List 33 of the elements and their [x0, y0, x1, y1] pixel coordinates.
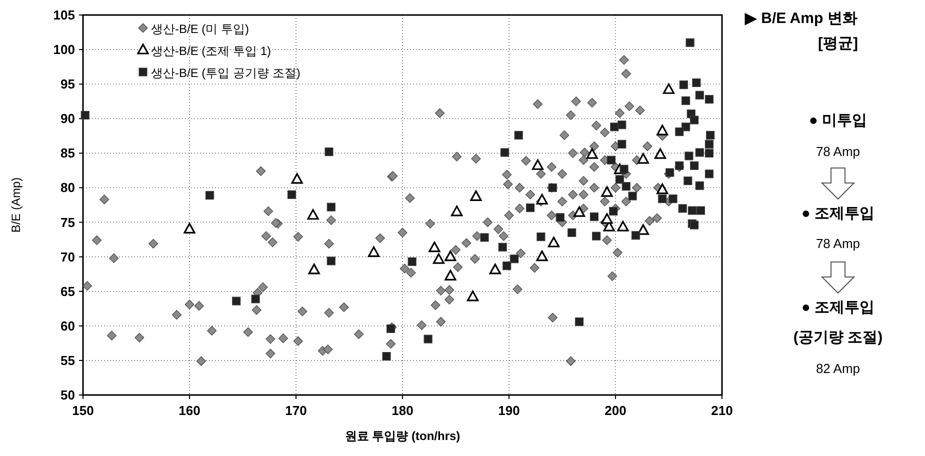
y-tick-label: 90: [60, 111, 75, 126]
text: 82 Amp: [816, 361, 860, 376]
y-tick-label: 95: [60, 76, 75, 92]
text: 78 Amp: [816, 144, 860, 159]
y-tick-label: 80: [60, 180, 75, 196]
x-tick-label: 200: [604, 403, 626, 418]
x-axis-title: 원료 투입량 (ton/hrs): [344, 429, 460, 443]
text: ● 조제투입: [801, 205, 875, 222]
y-tick-label: 100: [53, 42, 75, 58]
y-tick-label: 50: [60, 388, 75, 402]
x-tick-label: 180: [392, 403, 414, 418]
y-axis-title: B/E (Amp): [9, 177, 23, 233]
legend-label: 생산-B/E (투입 공기량 조절): [151, 66, 300, 80]
legend-label: 생산-B/E (조제 투입 1): [151, 44, 272, 58]
y-tick-label: 60: [60, 318, 75, 334]
text: [평균]: [818, 35, 858, 52]
x-tick-label: 170: [285, 403, 307, 418]
text: ● 조제투입: [801, 299, 875, 316]
text: (공기량 조절): [793, 329, 883, 346]
text: ▶ B/E Amp 변화: [744, 10, 858, 27]
legend-label: 생산-B/E (미 투입): [151, 22, 249, 36]
x-tick-label: 210: [711, 403, 733, 418]
text: 78 Amp: [816, 236, 860, 251]
x-tick-label: 190: [498, 403, 520, 418]
y-tick-label: 75: [60, 214, 75, 230]
y-tick-label: 105: [53, 8, 75, 22]
x-tick-label: 150: [72, 403, 94, 418]
x-tick-label: 160: [178, 403, 200, 418]
y-tick-label: 55: [60, 352, 75, 368]
y-tick-label: 85: [60, 146, 75, 161]
y-tick-label: 70: [60, 249, 75, 264]
y-tick-label: 65: [60, 284, 75, 299]
text: ● 미투입: [808, 112, 868, 129]
